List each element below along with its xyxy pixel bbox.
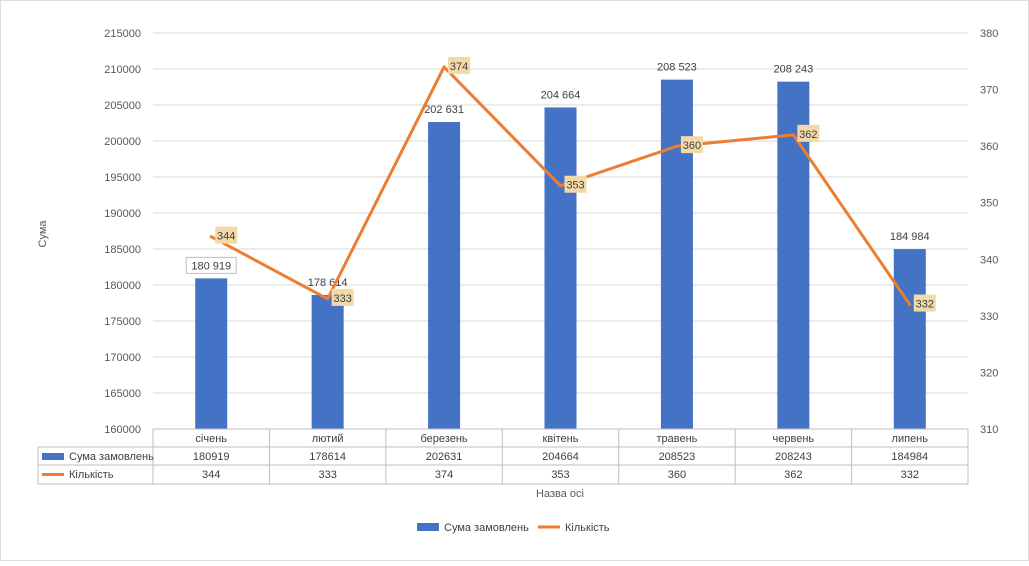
table-cell: 374 [435,469,453,481]
y2-tick-label: 360 [980,141,998,153]
left-axis: 215000 210000 205000 200000 195000 190000 1850… [104,28,141,436]
line-series [209,65,912,307]
table-cell: 202631 [426,451,463,463]
bar-label-box [185,256,237,274]
y-tick-label: 190000 [104,208,141,220]
line-point [326,297,330,301]
line-label-box [564,175,587,193]
line-data-label: 353 [566,180,584,192]
line-data-labels: 344 333 374 353 360 362 332 [215,56,936,312]
x-category-label: червень [773,433,815,445]
line-data-label: 333 [333,293,351,305]
x-axis-title: Назва осі [536,488,584,500]
x-category-label: березень [421,433,468,445]
bar [544,107,577,430]
table-cell: 353 [551,469,569,481]
y-tick-label: 205000 [104,100,141,112]
table-cell: 184984 [891,451,928,463]
y2-tick-label: 330 [980,311,998,323]
y2-tick-label: 340 [980,254,998,266]
bar-data-label: 202 631 [424,104,464,116]
y-tick-label: 195000 [104,172,141,184]
line-point [908,303,912,307]
y-axis-title: Сума [37,220,49,248]
x-category-label: травень [656,433,697,445]
right-axis: 380 370 360 350 340 330 320 310 [980,28,998,436]
data-table: січень лютий березень квітень травень червень… [37,428,969,485]
line-data-label: 360 [683,140,701,152]
y-tick-label: 160000 [104,424,141,436]
table-cell: 332 [901,469,919,481]
table-row-header: Сума замовлень [69,451,154,463]
y-tick-label: 170000 [104,352,141,364]
bar [195,278,228,429]
x-category-label: липень [892,433,929,445]
table-cell: 208243 [775,451,812,463]
bar-data-label: 204 664 [541,89,581,101]
table-cell: 204664 [542,451,579,463]
bar [311,294,344,429]
y-tick-label: 210000 [104,64,141,76]
y2-tick-label: 310 [980,424,998,436]
y2-tick-label: 350 [980,198,998,210]
legend-label: Кількість [565,522,610,534]
table-cell: 333 [318,469,336,481]
line-data-label: 332 [916,299,934,311]
y2-tick-label: 370 [980,85,998,97]
bar [660,79,693,429]
y-tick-label: 165000 [104,388,141,400]
legend-label: Сума замовлень [444,522,529,534]
table-cell: 344 [202,469,220,481]
bar-data-label: 208 243 [773,64,813,76]
table-cell: 362 [784,469,802,481]
legend: Сума замовлень Кількість [417,522,610,534]
bar-data-label: 208 523 [657,62,697,74]
line-label-box [913,294,936,312]
y-tick-label: 200000 [104,136,141,148]
table-row-header: Кількість [69,469,114,481]
x-category-label: лютий [312,433,344,445]
bar [893,249,926,429]
y-tick-label: 175000 [104,316,141,328]
line-label-box [448,56,471,74]
y-tick-label: 180000 [104,280,141,292]
line-label-box [331,288,354,306]
line-data-label: 344 [217,231,235,243]
line-point [559,184,562,188]
y2-tick-label: 320 [980,367,998,379]
line-point [209,235,213,239]
line-label-box [680,136,703,154]
bar-data-label: 184 984 [890,231,930,243]
table-cell: 360 [668,469,686,481]
legend-key-bar [417,523,439,531]
bar [428,122,461,430]
line-data-label: 374 [450,61,468,73]
x-category-label: січень [195,433,227,445]
table-cell: 178614 [309,451,346,463]
table-cell: 180919 [193,451,230,463]
line-label-box [797,124,820,142]
line-label-box [215,226,238,244]
table-legend-key-bar [42,453,64,460]
y-tick-label: 215000 [104,28,141,40]
table-cell: 208523 [659,451,696,463]
line-point [791,133,795,137]
line-data-label: 362 [799,129,817,141]
y-tick-label: 185000 [104,244,141,256]
bar-data-labels: 180 919 178 614 202 631 204 664 208 523 208 2… [185,62,930,289]
bar-data-label: 180 919 [191,260,231,272]
x-category-label: квітень [543,433,579,445]
line-point [675,144,679,148]
line-point [442,65,446,69]
bar-data-label: 178 614 [308,277,348,289]
y2-tick-label: 380 [980,28,998,40]
